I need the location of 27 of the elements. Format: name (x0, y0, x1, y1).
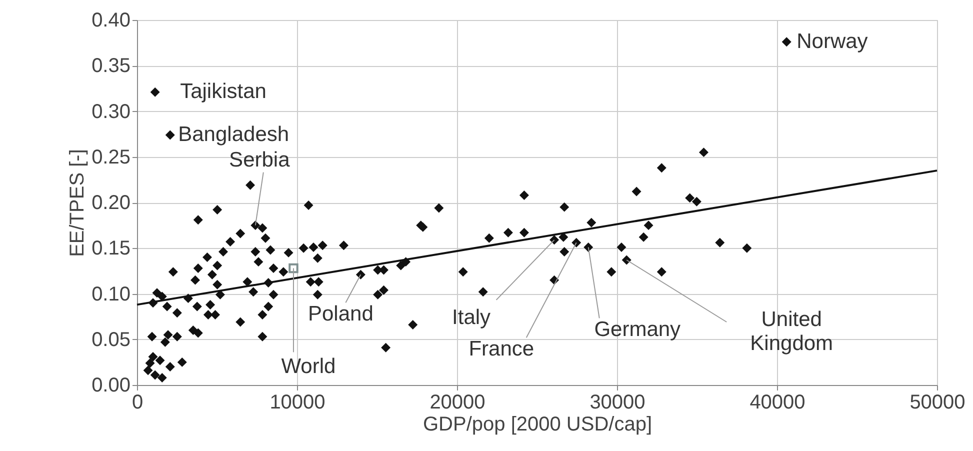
y-tick-label: 0.20 (92, 192, 130, 214)
annotation: Norway (796, 30, 868, 53)
x-tick-label: 30000 (590, 392, 646, 414)
y-tick-label: 0.05 (92, 328, 130, 351)
x-tick-label: 50000 (910, 392, 966, 414)
y-tick-label: 0.00 (92, 374, 130, 396)
annotation: World (281, 355, 336, 378)
annotation: Bangladesh (178, 122, 290, 146)
y-tick-label: 0.25 (92, 146, 130, 168)
y-tick-label: 0.10 (92, 283, 130, 306)
y-tick-label: 0.15 (92, 238, 130, 260)
annotation: Serbia (229, 148, 290, 172)
x-tick-label: 0 (132, 392, 144, 414)
annotation: United Kingdom (750, 308, 834, 355)
y-tick-label: 0.35 (92, 55, 130, 78)
y-tick-label: 0.30 (92, 100, 130, 123)
y-tick-label: 0.40 (92, 10, 130, 32)
x-tick-label: 40000 (750, 392, 806, 414)
x-tick-label: 20000 (430, 392, 486, 414)
annotation: Germany (594, 318, 682, 342)
annotation: Poland (308, 302, 374, 326)
x-axis-title: GDP/pop [2000 USD/cap] (422, 414, 652, 436)
annotation: Tajikistan (180, 80, 266, 104)
annotation: Italy (452, 306, 492, 329)
annotation: France (468, 338, 534, 361)
x-tick-label: 10000 (270, 392, 326, 414)
y-axis-title: EE/TPES [-] (66, 149, 89, 257)
